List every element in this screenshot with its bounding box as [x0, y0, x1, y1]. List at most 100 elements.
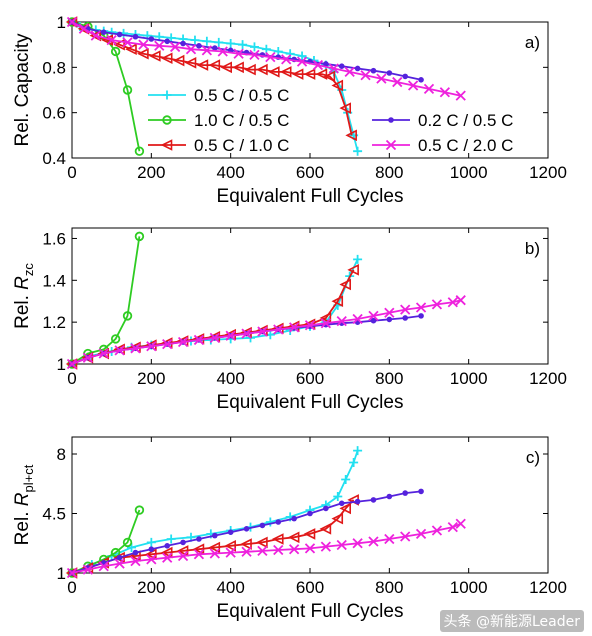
data-point: [225, 330, 236, 341]
data-point: [323, 70, 336, 83]
data-point: [240, 538, 252, 550]
y-tick-label: 1.4: [42, 271, 66, 290]
data-point: [100, 29, 107, 35]
data-point: [132, 33, 139, 40]
series-line: [71, 236, 141, 365]
data-point: [384, 533, 395, 545]
data-point: [154, 40, 165, 51]
data-point: [208, 541, 221, 554]
data-point: [137, 47, 149, 60]
series-line: [71, 259, 359, 365]
data-point: [241, 328, 252, 339]
x-tick-label: 1000: [450, 369, 488, 388]
x-tick-label: 200: [137, 369, 165, 388]
y-tick-label: 4.5: [42, 505, 66, 524]
legend-item: 0.2 C / 0.5 C: [372, 111, 513, 130]
data-point: [202, 36, 212, 46]
x-tick-label: 400: [216, 369, 244, 388]
series-0-5-c-2-0-c: [66, 518, 466, 579]
data-point: [339, 502, 351, 515]
data-point: [98, 348, 109, 359]
legend-marker: [162, 90, 172, 100]
data-point: [288, 544, 300, 555]
y-axis-label: Rel. Rpl+ct: [12, 464, 36, 545]
data-point: [418, 488, 424, 495]
data-point: [208, 59, 221, 71]
data-point: [455, 90, 466, 101]
data-point: [431, 299, 443, 310]
data-point: [402, 73, 409, 80]
data-point: [66, 567, 78, 579]
data-point: [196, 43, 202, 49]
data-point: [275, 519, 282, 525]
data-point: [259, 522, 266, 529]
data-point: [376, 73, 387, 84]
data-point: [386, 70, 393, 76]
series-0-5-c-1-0-c: [65, 16, 357, 142]
data-point: [353, 146, 363, 156]
data-point: [134, 231, 145, 242]
data-point: [192, 543, 205, 555]
data-point: [341, 475, 351, 484]
legend-label: 0.5 C / 2.0 C: [418, 136, 513, 155]
data-point: [146, 537, 156, 547]
axes-box: [71, 436, 549, 574]
data-point: [176, 545, 189, 557]
data-point: [130, 555, 141, 567]
data-point: [212, 532, 218, 539]
data-point: [212, 45, 218, 51]
data-point: [423, 83, 435, 95]
data-point: [386, 493, 393, 500]
data-point: [271, 533, 284, 545]
panel-letter: b): [525, 239, 540, 258]
data-point: [220, 61, 232, 74]
legend-marker: [388, 117, 394, 123]
data-point: [273, 544, 284, 556]
x-tick-label: 400: [216, 163, 244, 182]
data-point: [249, 49, 260, 61]
data-point: [116, 31, 123, 38]
data-point: [256, 63, 268, 76]
data-point: [169, 41, 181, 53]
data-point: [184, 57, 197, 69]
data-point: [201, 45, 213, 56]
data-point: [196, 536, 202, 542]
data-point: [134, 146, 145, 156]
data-point: [180, 40, 186, 47]
data-point: [110, 46, 121, 57]
x-axis-label: Equivalent Full Cycles: [217, 392, 404, 413]
data-point: [345, 129, 357, 142]
y-tick-label: 0.4: [42, 149, 66, 168]
panel-b: 0 200 400 600 800 1000 1200 1 1.2 1.4 1.6 Equivalen…: [12, 227, 567, 413]
data-point: [243, 526, 250, 532]
data-point: [323, 505, 329, 512]
data-point: [180, 539, 186, 546]
data-point: [285, 49, 295, 59]
series-0-5-c-2-0-c: [66, 16, 466, 101]
legend-label: 0.2 C / 0.5 C: [418, 111, 513, 130]
data-point: [257, 545, 268, 557]
legend-marker: [160, 139, 173, 151]
y-tick-label: 8: [57, 445, 66, 464]
panel-letter: a): [525, 33, 540, 52]
x-tick-label: 600: [296, 578, 324, 597]
data-point: [303, 528, 316, 540]
data-point: [386, 316, 393, 323]
data-point: [455, 295, 466, 306]
data-point: [257, 326, 268, 337]
x-tick-label: 0: [67, 163, 76, 182]
x-tick-label: 1000: [450, 163, 488, 182]
data-point: [134, 505, 145, 515]
data-point: [177, 550, 189, 562]
data-point: [304, 320, 316, 331]
y-tick-label: 1: [57, 13, 66, 32]
data-point: [353, 254, 363, 264]
series-line: [71, 450, 359, 574]
panel-letter: c): [526, 448, 540, 467]
data-point: [319, 312, 332, 324]
data-point: [353, 446, 363, 456]
data-point: [268, 66, 280, 78]
data-point: [193, 549, 205, 560]
data-point: [279, 66, 292, 78]
data-point: [164, 38, 170, 45]
